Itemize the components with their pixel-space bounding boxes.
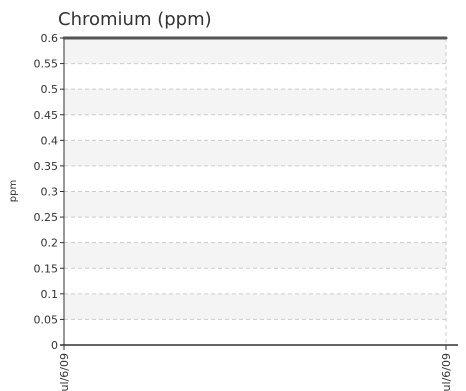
plot-band — [64, 140, 446, 166]
y-tick-label: 0.25 — [34, 211, 59, 224]
data-point — [62, 36, 66, 40]
y-axis-label: ppm — [8, 180, 19, 202]
plot-band — [64, 242, 446, 269]
plot-bands — [64, 38, 446, 320]
y-tick-label: 0.55 — [34, 58, 59, 71]
y-tick-label: 0 — [51, 339, 58, 352]
plot-band — [64, 38, 446, 64]
x-tick-label: Jul/6/09 — [58, 353, 71, 391]
y-tick-label: 0.6 — [41, 32, 59, 45]
y-tick-label: 0.1 — [41, 288, 59, 301]
plot-band — [64, 89, 446, 115]
plot-band — [64, 191, 446, 218]
y-tick-label: 0.45 — [34, 109, 59, 122]
y-tick-label: 0.05 — [34, 313, 59, 326]
y-tick-label: 0.4 — [41, 134, 59, 147]
series-layer — [62, 36, 448, 40]
y-tick-label: 0.3 — [41, 186, 59, 199]
y-tick-label: 0.15 — [34, 262, 59, 275]
y-tick-label: 0.2 — [41, 237, 59, 250]
x-ticks: Jul/6/09 Jul/6/09 — [58, 345, 453, 391]
x-tick-label: Jul/6/09 — [440, 353, 453, 391]
y-ticks: 0 0.05 0.1 0.15 0.2 0.25 0.3 0.35 0.4 0.45 0.5 0.55… — [34, 32, 64, 352]
y-tick-label: 0.5 — [41, 83, 59, 96]
y-tick-label: 0.35 — [34, 160, 59, 173]
data-point — [444, 36, 448, 40]
plot-band — [64, 293, 446, 320]
chart-title: Chromium (ppm) — [58, 9, 212, 30]
axes — [60, 38, 458, 349]
